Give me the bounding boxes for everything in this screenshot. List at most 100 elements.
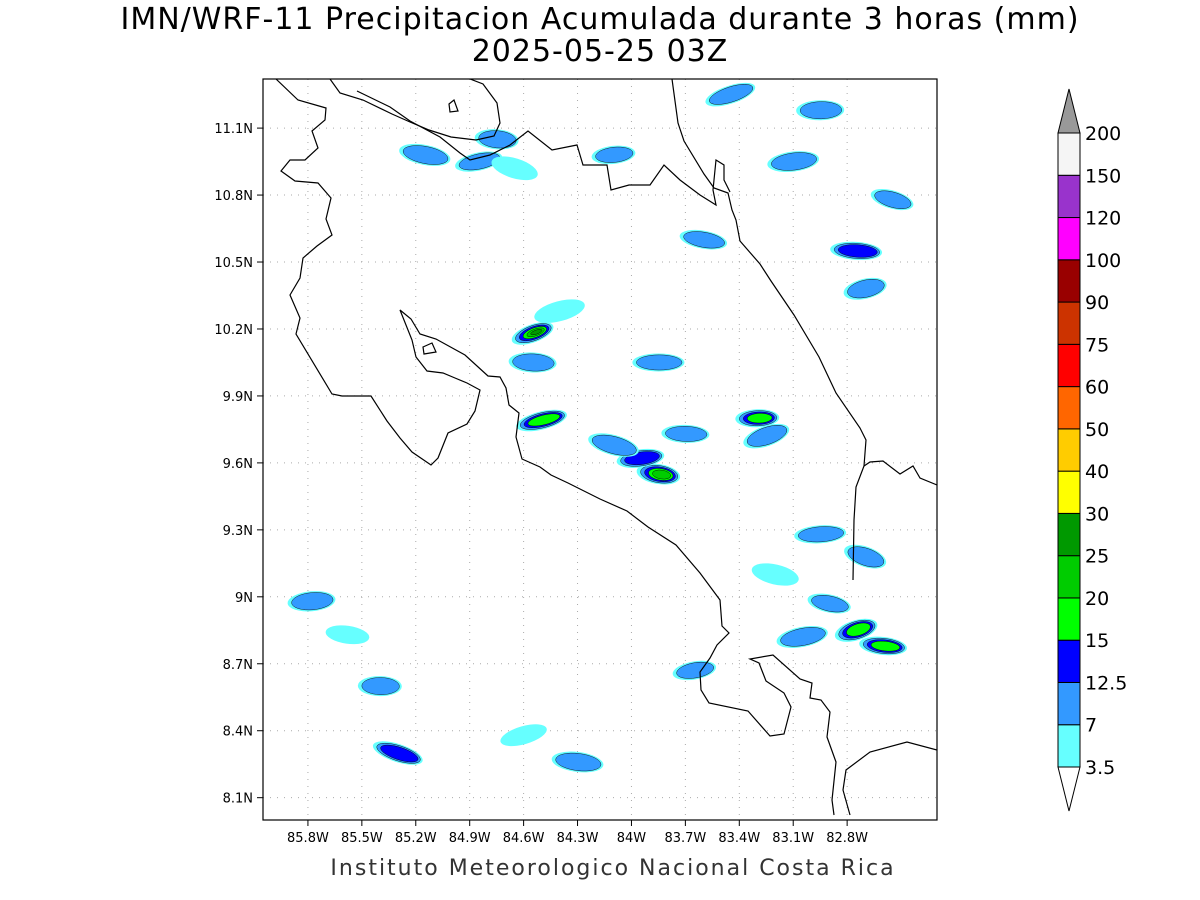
- precip-contour: [527, 413, 561, 427]
- precip-contour: [534, 299, 585, 323]
- precip-contour: [811, 595, 849, 613]
- precip-contour: [555, 752, 602, 772]
- y-tick-label: 9N: [235, 591, 253, 606]
- y-tick-label: 10.8N: [214, 189, 253, 204]
- coastline-north: [275, 79, 837, 816]
- precip-contour: [837, 244, 878, 258]
- x-tick-label: 82.8W: [826, 831, 868, 846]
- precip-contour: [846, 622, 871, 637]
- precip-cell: [844, 544, 887, 569]
- y-tick-label: 8.1N: [223, 792, 253, 807]
- precip-cell: [399, 143, 451, 166]
- precip-contour: [870, 640, 900, 652]
- x-tick-label: 85.2W: [395, 831, 437, 846]
- colorbar-swatch: [1057, 132, 1081, 176]
- colorbar-swatch: [1057, 343, 1081, 388]
- precip-contour: [325, 625, 370, 645]
- colorbar-swatch: [1057, 259, 1081, 303]
- precip-cell: [636, 463, 681, 485]
- precip-contour: [500, 724, 547, 747]
- precip-cell: [767, 151, 820, 173]
- precip-contour: [874, 190, 912, 209]
- precip-cell: [735, 409, 780, 428]
- precip-contour: [709, 84, 754, 105]
- colorbar-label: 60: [1085, 377, 1109, 399]
- colorbar: 3.5 7 12.5 15 20 25 30 40 50 60 75 90 100 120 150 200: [1057, 88, 1127, 812]
- precip-cell: [796, 100, 845, 121]
- colorbar-swatch: [1057, 681, 1081, 726]
- precip-cell: [534, 299, 585, 323]
- precip-cell: [743, 423, 790, 449]
- precip-contour: [751, 563, 799, 586]
- precip-contour: [847, 279, 885, 299]
- colorbar-swatch: [1057, 428, 1081, 472]
- precip-cell: [751, 563, 799, 586]
- precip-cells: [287, 82, 914, 773]
- precip-contour: [652, 469, 671, 480]
- colorbar-label: 25: [1085, 546, 1109, 568]
- precip-cell: [325, 625, 370, 645]
- precip-contour: [402, 145, 449, 165]
- x-tick-label: 84.6W: [503, 831, 545, 846]
- precip-contour: [478, 130, 517, 149]
- map-title: IMN/WRF-11 Precipitacion Acumulada duran…: [120, 2, 1080, 37]
- precip-contour: [746, 425, 788, 447]
- colorbar-label: 15: [1085, 630, 1109, 652]
- institution-credit: Instituto Meteorologico Nacional Costa R…: [330, 856, 896, 881]
- border-nicaragua: [356, 90, 731, 207]
- precip-contour: [636, 354, 683, 371]
- colorbar-label: 120: [1085, 208, 1121, 230]
- x-tick-label: 83.4W: [718, 831, 760, 846]
- precip-contour: [595, 146, 634, 163]
- x-tick-label: 83.7W: [664, 831, 706, 846]
- precip-contour: [799, 101, 842, 120]
- precip-contour: [771, 152, 817, 171]
- precip-cell: [843, 277, 887, 300]
- colorbar-label: 12.5: [1085, 672, 1127, 694]
- precip-cell: [661, 424, 710, 443]
- colorbar-label: 100: [1085, 250, 1121, 272]
- precip-cell: [870, 188, 914, 211]
- precip-cell: [672, 660, 717, 681]
- y-tick-label: 8.7N: [223, 658, 253, 673]
- colorbar-label: 50: [1085, 419, 1109, 441]
- precip-cell: [516, 409, 567, 432]
- precip-cell: [491, 156, 538, 181]
- precip-contour: [512, 353, 555, 372]
- precip-cell: [357, 676, 402, 697]
- y-tick-label: 8.4N: [223, 725, 253, 740]
- colorbar-swatch: [1057, 639, 1081, 683]
- precip-contour: [291, 592, 334, 611]
- colorbar-swatch: [1057, 386, 1081, 430]
- precip-contour: [591, 434, 637, 456]
- precip-cell: [474, 129, 519, 150]
- precip-cell: [830, 241, 883, 261]
- colorbar-under-arrow: [1057, 766, 1081, 812]
- precip-contour: [380, 744, 419, 763]
- y-tick-label: 9.6N: [223, 457, 253, 472]
- coastline-panama: [842, 741, 937, 816]
- colorbar-swatch: [1057, 470, 1081, 514]
- precip-cell: [632, 353, 685, 372]
- colorbar-label: 200: [1085, 123, 1121, 145]
- map-grid: [263, 79, 937, 820]
- y-tick-label: 10.2N: [214, 323, 253, 338]
- plot-frame: [262, 78, 938, 821]
- y-tick-label: 9.3N: [223, 524, 253, 539]
- precip-contour: [665, 426, 708, 442]
- colorbar-label: 3.5: [1085, 757, 1115, 779]
- precip-contour: [847, 546, 885, 568]
- x-tick-label: 83.1W: [772, 831, 814, 846]
- precip-cell: [508, 352, 557, 373]
- y-tick-label: 10.5N: [214, 256, 253, 271]
- lake-nicaragua: [329, 79, 501, 141]
- island-nicaragua-lake: [448, 99, 459, 113]
- x-tick-label: 84W: [617, 831, 647, 846]
- map-datetime: 2025-05-25 03Z: [471, 34, 729, 69]
- precip-contour: [780, 627, 826, 647]
- x-tick-label: 84.3W: [557, 831, 599, 846]
- precip-contour: [530, 329, 543, 336]
- precip-contour: [491, 156, 538, 181]
- precip-contour: [683, 231, 725, 249]
- colorbar-label: 7: [1085, 715, 1097, 737]
